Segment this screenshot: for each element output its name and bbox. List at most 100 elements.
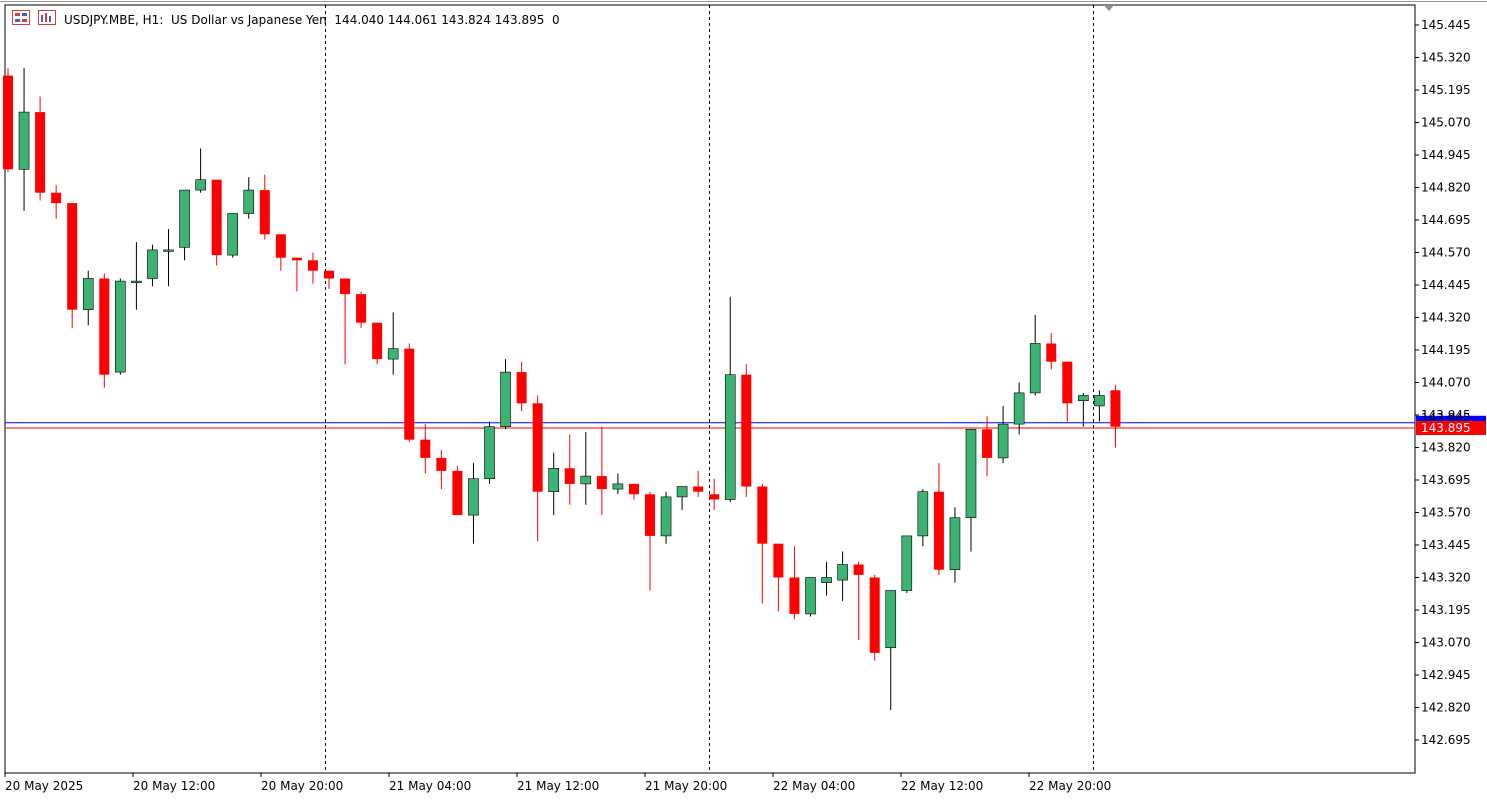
bear-candle bbox=[211, 179, 222, 256]
bear-candle bbox=[275, 234, 286, 258]
y-tick-label: 143.195 bbox=[1421, 603, 1471, 617]
bid-price-marker bbox=[1416, 415, 1486, 424]
bear-candle bbox=[259, 190, 270, 235]
bear-candle bbox=[1046, 343, 1057, 362]
y-tick-label: 145.070 bbox=[1421, 116, 1471, 130]
y-tick-label: 143.570 bbox=[1421, 506, 1471, 520]
bear-candle bbox=[324, 270, 334, 279]
bull-candle bbox=[548, 467, 560, 492]
bull-candle bbox=[387, 348, 399, 360]
x-tick-label: 20 May 20:00 bbox=[261, 779, 343, 793]
x-tick-label: 22 May 04:00 bbox=[773, 779, 855, 793]
bear-candle bbox=[853, 564, 864, 575]
bear-candle bbox=[693, 486, 704, 492]
bull-candle bbox=[227, 213, 238, 256]
y-tick-label: 145.445 bbox=[1421, 18, 1471, 32]
bull-candle bbox=[131, 280, 142, 283]
bear-candle bbox=[933, 491, 944, 570]
y-tick-label: 144.195 bbox=[1421, 343, 1471, 357]
bull-candle bbox=[1029, 343, 1041, 394]
bear-candle bbox=[1062, 361, 1073, 404]
bull-candle bbox=[18, 111, 30, 170]
bull-candle bbox=[997, 423, 1009, 459]
bull-candle bbox=[115, 280, 126, 373]
bull-candle bbox=[1094, 395, 1105, 407]
y-tick-label: 144.570 bbox=[1421, 246, 1471, 260]
bull-candle bbox=[837, 564, 848, 581]
y-tick-label: 142.945 bbox=[1421, 668, 1471, 682]
bear-candle bbox=[51, 192, 62, 204]
bear-candle bbox=[564, 468, 575, 484]
bull-candle bbox=[676, 486, 688, 498]
bull-candle bbox=[724, 374, 736, 500]
bear-candle bbox=[35, 112, 46, 193]
symbol-description: US Dollar vs Japanese Yen bbox=[171, 13, 327, 27]
bull-candle bbox=[1013, 392, 1025, 425]
bull-candle bbox=[147, 249, 158, 279]
bull-candle bbox=[484, 426, 495, 480]
chart-menu-icon[interactable] bbox=[12, 10, 30, 25]
bear-candle bbox=[709, 494, 720, 500]
y-tick-label: 142.695 bbox=[1421, 733, 1471, 747]
bear-candle bbox=[67, 203, 78, 310]
x-tick-label: 20 May 2025 bbox=[5, 779, 83, 793]
bear-candle bbox=[420, 439, 431, 458]
y-tick-label: 143.445 bbox=[1421, 538, 1471, 552]
y-tick-label: 144.445 bbox=[1421, 278, 1471, 292]
bear-candle bbox=[757, 486, 768, 544]
y-tick-label: 145.195 bbox=[1421, 83, 1471, 97]
bear-candle bbox=[628, 483, 639, 495]
bull-candle bbox=[82, 278, 94, 311]
bull-candle bbox=[612, 483, 624, 490]
y-tick-label: 142.820 bbox=[1421, 701, 1471, 715]
bear-candle bbox=[516, 372, 527, 404]
y-tick-label: 145.320 bbox=[1421, 51, 1471, 65]
bear-candle bbox=[372, 322, 383, 360]
bear-candle bbox=[307, 260, 318, 271]
bull-candle bbox=[195, 179, 206, 191]
bear-candle bbox=[3, 75, 13, 170]
bear-candle bbox=[404, 348, 415, 440]
bull-candle bbox=[163, 249, 174, 252]
bear-candle bbox=[773, 543, 784, 578]
y-tick-label: 143.695 bbox=[1421, 473, 1471, 487]
x-tick-label: 22 May 20:00 bbox=[1029, 779, 1111, 793]
y-tick-label: 143.820 bbox=[1421, 441, 1471, 455]
bear-candle bbox=[789, 577, 800, 614]
ohlc-values: 144.040 144.061 143.824 143.895 bbox=[334, 13, 545, 27]
volume-value: 0 bbox=[552, 13, 560, 27]
bull-candle bbox=[1078, 395, 1089, 401]
bull-candle bbox=[468, 478, 479, 516]
bull-candle bbox=[580, 475, 592, 485]
y-tick-label: 144.820 bbox=[1421, 181, 1471, 195]
bull-candle bbox=[965, 428, 977, 518]
bull-candle bbox=[821, 577, 832, 583]
bear-candle bbox=[982, 429, 993, 458]
x-tick-label: 21 May 04:00 bbox=[389, 779, 471, 793]
bear-candle bbox=[869, 577, 880, 653]
y-tick-label: 143.320 bbox=[1421, 571, 1471, 585]
chart-header: USDJPY.MBE, H1: US Dollar vs Japanese Ye… bbox=[64, 12, 560, 28]
y-tick-label: 144.695 bbox=[1421, 213, 1471, 227]
bear-candle bbox=[436, 457, 447, 471]
x-tick-label: 21 May 20:00 bbox=[645, 779, 727, 793]
current-price-badge bbox=[1416, 421, 1486, 435]
x-tick-label: 22 May 12:00 bbox=[901, 779, 983, 793]
bear-candle bbox=[291, 257, 302, 261]
chart-window-icon[interactable] bbox=[38, 10, 56, 25]
bull-candle bbox=[500, 371, 511, 428]
bear-candle bbox=[741, 374, 752, 487]
y-tick-label: 144.320 bbox=[1421, 311, 1471, 325]
chart-shift-marker[interactable] bbox=[1104, 5, 1114, 11]
bull-candle bbox=[949, 517, 961, 571]
bull-candle bbox=[901, 535, 913, 591]
bull-candle bbox=[243, 189, 255, 214]
x-tick-label: 20 May 12:00 bbox=[133, 779, 215, 793]
bull-candle bbox=[805, 577, 816, 615]
bull-candle bbox=[917, 491, 929, 537]
symbol-label: USDJPY.MBE, H1: bbox=[64, 13, 164, 27]
current-price-label: 143.895 bbox=[1421, 421, 1471, 435]
bear-candle bbox=[1110, 390, 1121, 427]
